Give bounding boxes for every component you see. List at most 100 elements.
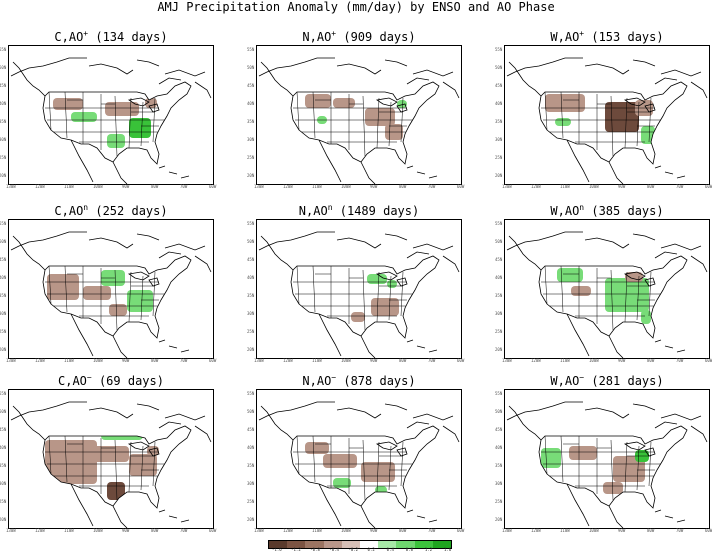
colorbar-tick-label: 0.4 xyxy=(386,547,394,552)
latitude-tick-labels: 55N 50N 45N 40N 35N 30N 25N 20N xyxy=(247,389,255,529)
longitude-tick-label: 60W xyxy=(209,184,217,189)
longitude-tick-label: 120W xyxy=(35,184,45,189)
enso-phase-label: C,AO xyxy=(58,374,87,388)
latitude-tick-label: 30N xyxy=(495,137,503,142)
latitude-tick-label: 35N xyxy=(0,293,7,298)
state-boundary xyxy=(376,271,380,323)
longitude-tick-label: 60W xyxy=(705,184,712,189)
wet-anomaly-patch xyxy=(387,280,397,288)
latitude-tick-label: 25N xyxy=(495,155,503,160)
caribbean-islands xyxy=(654,165,686,179)
latitude-tick-label: 50N xyxy=(0,239,7,244)
longitude-tick-label: 60W xyxy=(209,358,217,363)
great-lakes xyxy=(623,441,656,457)
latitude-tick-label: 45N xyxy=(495,83,503,88)
latitude-tick-label: 55N xyxy=(0,221,7,226)
dry-anomaly-patch xyxy=(323,454,357,468)
dry-anomaly-patch xyxy=(571,286,591,296)
state-boundary xyxy=(624,271,628,323)
state-boundary xyxy=(610,95,614,157)
latitude-tick-label: 20N xyxy=(247,517,255,522)
longitude-tick-labels: 130W 120W 110W 100W 90W 80W 70W 60W xyxy=(252,528,466,536)
caribbean-islands xyxy=(406,165,438,179)
state-boundary xyxy=(128,441,132,493)
latitude-tick-label: 25N xyxy=(0,499,7,504)
longitude-tick-label: 70W xyxy=(180,528,188,533)
latitude-tick-labels: 55N 50N 45N 40N 35N 30N 25N 20N xyxy=(495,45,503,185)
day-count-label: (1489 days) xyxy=(332,204,420,218)
longitude-tick-label: 90W xyxy=(370,528,378,533)
caribbean-islands xyxy=(158,339,190,353)
state-boundary xyxy=(48,265,52,305)
dry-anomaly-patch xyxy=(605,102,639,132)
longitude-tick-labels: 130W 120W 110W 100W 90W 80W 70W 60W xyxy=(500,358,712,366)
enso-phase-label: C,AO xyxy=(54,204,84,218)
longitude-tick-label: 130W xyxy=(6,528,16,533)
latitude-tick-label: 20N xyxy=(0,517,7,522)
canada-coastline xyxy=(506,57,708,99)
us-outline xyxy=(290,81,440,165)
panel-title: C,AO− (69 days) xyxy=(0,374,224,389)
longitude-tick-label: 90W xyxy=(122,528,130,533)
canada-coastline xyxy=(258,401,460,443)
day-count-label: (252 days) xyxy=(88,204,168,218)
latitude-tick-labels: 55N 50N 45N 40N 35N 30N 25N 20N xyxy=(247,219,255,359)
latitude-tick-label: 40N xyxy=(247,445,255,450)
colorbar-tick-label: 1.2 xyxy=(424,547,433,552)
panel-title: N,AO+ (909 days) xyxy=(246,30,472,45)
dry-anomaly-patch xyxy=(305,94,331,108)
dry-anomaly-patch xyxy=(351,312,365,322)
longitude-tick-label: 80W xyxy=(399,358,407,363)
day-count-label: (153 days) xyxy=(584,30,664,44)
longitude-tick-label: 80W xyxy=(647,528,655,533)
longitude-tick-label: 130W xyxy=(502,528,512,533)
latitude-tick-label: 35N xyxy=(495,293,503,298)
dry-anomaly-patch xyxy=(145,98,157,108)
ao-phase-superscript: n xyxy=(327,203,333,212)
dry-anomaly-patch xyxy=(47,274,79,300)
state-boundary xyxy=(312,265,316,313)
latitude-tick-label: 40N xyxy=(495,275,503,280)
longitude-tick-label: 120W xyxy=(283,358,293,363)
longitude-tick-label: 60W xyxy=(457,528,465,533)
latitude-tick-label: 50N xyxy=(495,65,503,70)
latitude-tick-label: 50N xyxy=(247,409,255,414)
map-panel-w-ao-pos: W,AO+ (153 days) 130W 120W 110W 100W 90W 80W 70… xyxy=(495,30,712,196)
latitude-tick-label: 50N xyxy=(247,239,255,244)
latitude-tick-label: 55N xyxy=(495,47,503,52)
state-boundary xyxy=(624,441,628,493)
day-count-label: (878 days) xyxy=(336,374,416,388)
canada-coastline xyxy=(10,57,212,99)
latitude-tick-label: 50N xyxy=(247,65,255,70)
longitude-tick-label: 130W xyxy=(254,358,264,363)
mexico-coastline xyxy=(566,313,624,358)
day-count-label: (909 days) xyxy=(336,30,416,44)
state-boundary xyxy=(636,275,640,321)
latitude-tick-label: 55N xyxy=(495,391,503,396)
us-outline xyxy=(42,425,192,509)
latitude-tick-label: 30N xyxy=(247,311,255,316)
canada-coastline xyxy=(10,401,212,443)
caribbean-islands xyxy=(654,509,686,523)
bc-coastline xyxy=(260,61,294,97)
colorbar-swatch xyxy=(360,541,379,548)
mexico-coastline xyxy=(318,313,376,358)
latitude-tick-label: 25N xyxy=(0,155,7,160)
longitude-tick-label: 70W xyxy=(676,358,684,363)
longitude-tick-label: 110W xyxy=(64,184,74,189)
state-boundary xyxy=(362,269,366,331)
us-outline xyxy=(42,81,192,165)
state-boundary xyxy=(140,275,144,321)
map-frame xyxy=(256,389,462,529)
state-boundary xyxy=(388,275,392,321)
us-precip-anomaly-map xyxy=(258,231,460,358)
wet-anomaly-patch xyxy=(101,430,143,440)
dry-anomaly-patch xyxy=(569,446,597,460)
colorbar-swatch xyxy=(414,541,433,548)
map-frame xyxy=(8,45,214,185)
colorbar-swatch xyxy=(396,541,415,548)
longitude-tick-label: 120W xyxy=(35,528,45,533)
us-outline xyxy=(42,255,192,339)
longitude-tick-label: 110W xyxy=(312,358,322,363)
state-boundary xyxy=(128,271,132,323)
